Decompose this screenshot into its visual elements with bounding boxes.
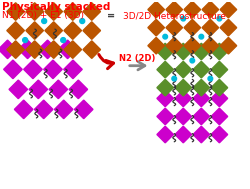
Polygon shape	[201, 1, 218, 18]
Polygon shape	[210, 61, 227, 78]
Polygon shape	[64, 3, 81, 20]
Polygon shape	[49, 80, 67, 99]
Polygon shape	[147, 19, 164, 36]
Polygon shape	[192, 126, 209, 143]
Polygon shape	[7, 22, 24, 39]
Polygon shape	[69, 80, 87, 99]
Polygon shape	[201, 19, 218, 36]
FancyArrowPatch shape	[98, 55, 113, 69]
Polygon shape	[156, 126, 173, 143]
Polygon shape	[210, 79, 227, 96]
Polygon shape	[24, 60, 42, 79]
Text: Physically stacked: Physically stacked	[2, 2, 110, 12]
Polygon shape	[29, 80, 48, 99]
Polygon shape	[192, 61, 209, 78]
Polygon shape	[192, 43, 209, 60]
Polygon shape	[45, 41, 62, 58]
Polygon shape	[219, 1, 236, 18]
Text: N2 (2D): N2 (2D)	[118, 54, 155, 63]
Polygon shape	[156, 79, 173, 96]
Circle shape	[80, 19, 84, 23]
Polygon shape	[174, 126, 191, 143]
Polygon shape	[156, 90, 173, 107]
Circle shape	[216, 16, 221, 21]
Polygon shape	[83, 22, 100, 39]
Polygon shape	[210, 126, 227, 143]
Polygon shape	[26, 3, 43, 20]
Circle shape	[42, 19, 46, 23]
Polygon shape	[7, 3, 24, 20]
Polygon shape	[210, 43, 227, 60]
Polygon shape	[174, 61, 191, 78]
Polygon shape	[165, 37, 182, 54]
Circle shape	[198, 34, 203, 39]
Circle shape	[22, 38, 28, 43]
Circle shape	[171, 76, 176, 81]
Polygon shape	[44, 60, 62, 79]
Polygon shape	[38, 40, 57, 59]
Polygon shape	[201, 37, 218, 54]
Circle shape	[180, 16, 185, 21]
Circle shape	[207, 76, 212, 81]
Polygon shape	[165, 19, 182, 36]
Polygon shape	[26, 41, 43, 58]
Text: =: =	[107, 11, 115, 21]
Polygon shape	[156, 43, 173, 60]
Polygon shape	[45, 22, 62, 39]
Polygon shape	[192, 108, 209, 125]
Polygon shape	[147, 1, 164, 18]
Text: 3D/2D Heterostructure: 3D/2D Heterostructure	[122, 11, 225, 20]
Polygon shape	[26, 22, 43, 39]
Polygon shape	[147, 37, 164, 54]
Circle shape	[189, 58, 194, 63]
Polygon shape	[192, 90, 209, 107]
Polygon shape	[54, 100, 73, 119]
Polygon shape	[210, 90, 227, 107]
Polygon shape	[83, 41, 100, 58]
Polygon shape	[9, 80, 28, 99]
Polygon shape	[4, 60, 22, 79]
Circle shape	[162, 34, 167, 39]
Circle shape	[60, 38, 66, 43]
Polygon shape	[219, 37, 236, 54]
Polygon shape	[174, 108, 191, 125]
FancyArrowPatch shape	[129, 62, 144, 70]
Text: N1 (2D) + E1 (3D): N1 (2D) + E1 (3D)	[2, 11, 84, 20]
Polygon shape	[219, 19, 236, 36]
Polygon shape	[18, 40, 37, 59]
Polygon shape	[174, 90, 191, 107]
Polygon shape	[183, 37, 200, 54]
Polygon shape	[174, 43, 191, 60]
Polygon shape	[58, 40, 76, 59]
Polygon shape	[64, 41, 81, 58]
Polygon shape	[183, 19, 200, 36]
Polygon shape	[192, 79, 209, 96]
Polygon shape	[174, 79, 191, 96]
Polygon shape	[64, 60, 82, 79]
Polygon shape	[183, 1, 200, 18]
Polygon shape	[34, 100, 53, 119]
Polygon shape	[0, 40, 17, 59]
Polygon shape	[210, 108, 227, 125]
Polygon shape	[7, 41, 24, 58]
Polygon shape	[74, 100, 92, 119]
Polygon shape	[64, 22, 81, 39]
Polygon shape	[156, 108, 173, 125]
Polygon shape	[83, 3, 100, 20]
Polygon shape	[14, 100, 33, 119]
Polygon shape	[45, 3, 62, 20]
Polygon shape	[156, 61, 173, 78]
Polygon shape	[165, 1, 182, 18]
